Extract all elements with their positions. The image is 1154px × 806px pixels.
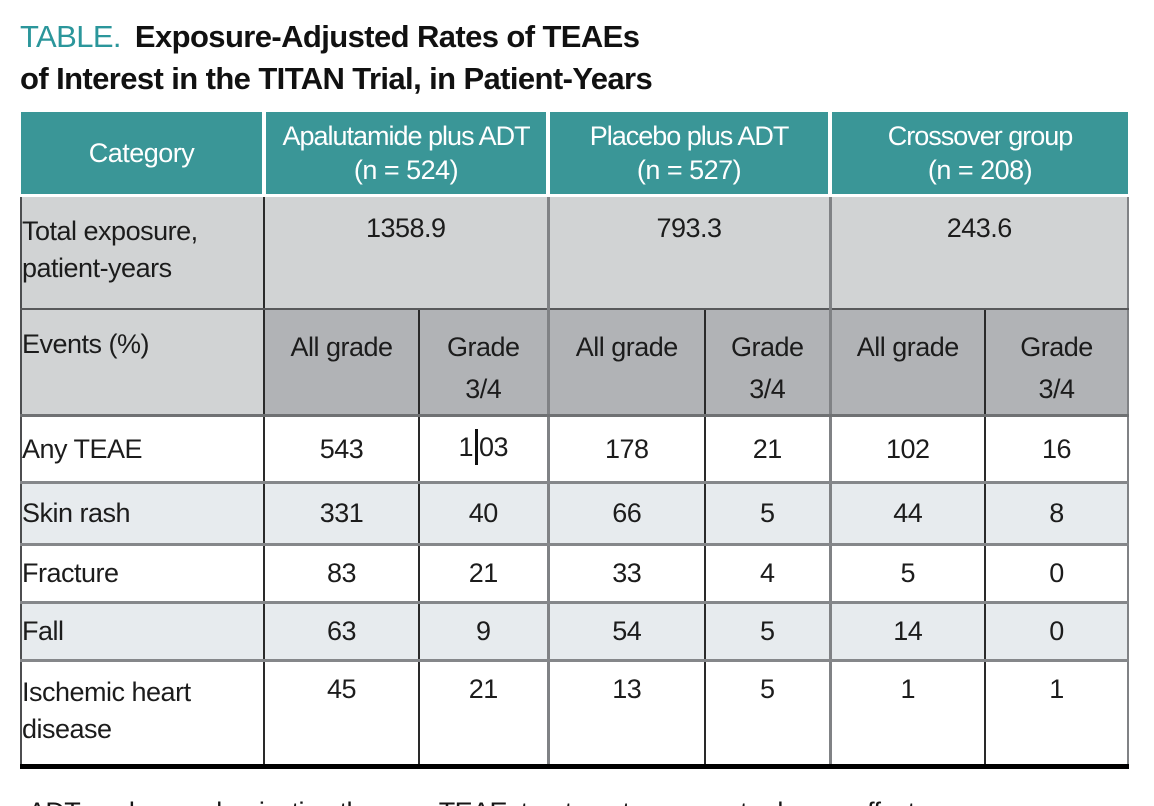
group-n: (n = 527) [636,155,742,185]
subcolumn-header-all-grade: All grade [830,309,987,417]
subcolumn-header-all-grade: All grade [548,309,707,417]
cell-value: 102 [830,415,987,484]
subcolumn-header-grade34: Grade 3/4 [985,309,1130,417]
cell-value: 54 [548,602,707,662]
header-row: Category Apalutamide plus ADT (n = 524) … [21,112,1129,197]
table-label: TABLE. [20,19,122,54]
cell-value: 0 [985,602,1130,662]
cell-value: 793.3 [548,195,832,310]
table-title-text-2: of Interest in the TITAN Trial, in Patie… [20,61,653,96]
cell-value: 4 [705,544,832,604]
cell-value: 543 [264,415,420,484]
group-n: (n = 208) [927,155,1033,185]
subcolumn-header-grade34: Grade 3/4 [705,309,832,417]
cell-value: 21 [419,660,550,769]
teae-rates-table: Category Apalutamide plus ADT (n = 524) … [20,112,1130,769]
value-before-cursor: 1 [458,432,473,463]
cell-value: 9 [419,602,550,662]
group-name: Placebo plus ADT [589,121,790,151]
subcolumn-header-all-grade: All grade [264,309,420,417]
cell-value: 5 [705,602,832,662]
abbreviations-footnote: ADT, androgen deprivation therapy; TEAE,… [20,797,1134,806]
cell-label: Fracture [20,544,265,604]
events-subheader-row: Events (%) All grade Grade 3/4 All grade… [20,309,1130,417]
table-row-fall: Fall 63 9 54 5 14 0 [20,602,1130,662]
cell-label: Total exposure, patient-years [20,195,265,310]
cell-value: 0 [985,544,1130,604]
cell-value: 5 [830,544,987,604]
subcolumn-header-grade34: Grade 3/4 [419,309,550,417]
cell-value: 178 [548,415,707,484]
cell-value: 16 [985,415,1130,484]
group-name: Crossover group [887,121,1074,151]
cell-value-with-cursor: 1 03 [419,415,550,484]
cell-value: 1 [830,660,987,769]
column-header-crossover: Crossover group (n = 208) [828,112,1129,197]
table-row-ischemic-heart-disease: Ischemic heart disease 45 21 13 5 1 1 [20,660,1130,769]
cell-value: 44 [830,482,987,546]
column-header-category: Category [21,112,264,197]
cell-value: 1 [985,660,1130,769]
table-title: TABLE. Exposure-Adjusted Rates of TEAEs o… [20,16,1134,100]
text-cursor [475,429,478,465]
cell-value: 243.6 [830,195,1130,310]
total-exposure-row: Total exposure, patient-years 1358.9 793… [20,195,1130,310]
table-title-text-1: Exposure-Adjusted Rates of TEAEs [134,19,640,54]
cell-value: 21 [419,544,550,604]
cell-label: Any TEAE [20,415,265,484]
table-title-line1: TABLE. Exposure-Adjusted Rates of TEAEs [20,16,1134,58]
cell-value: 1358.9 [264,195,550,310]
cell-value: 21 [705,415,832,484]
cell-value: 33 [548,544,707,604]
table-row-fracture: Fracture 83 21 33 4 5 0 [20,544,1130,604]
table-row-any-teae: Any TEAE 543 1 03 178 21 102 16 [20,415,1130,484]
cell-value: 83 [264,544,420,604]
cell-value: 45 [264,660,420,769]
cell-value: 331 [264,482,420,546]
group-n: (n = 524) [353,155,459,185]
column-header-placebo: Placebo plus ADT (n = 527) [546,112,831,197]
table-row-skin-rash: Skin rash 331 40 66 5 44 8 [20,482,1130,546]
group-name: Apalutamide plus ADT [282,121,530,151]
cell-label: Skin rash [20,482,265,546]
cell-value: 13 [548,660,707,769]
cell-value: 66 [548,482,707,546]
cell-value: 40 [419,482,550,546]
cell-label: Ischemic heart disease [20,660,265,769]
cell-value: 8 [985,482,1130,546]
cell-value: 5 [705,482,832,546]
value-after-cursor: 03 [479,432,509,463]
column-header-apalutamide: Apalutamide plus ADT (n = 524) [261,112,549,197]
cell-value: 5 [705,660,832,769]
cell-value: 14 [830,602,987,662]
cell-value: 63 [264,602,420,662]
cell-label: Fall [20,602,265,662]
cell-label: Events (%) [20,309,265,417]
